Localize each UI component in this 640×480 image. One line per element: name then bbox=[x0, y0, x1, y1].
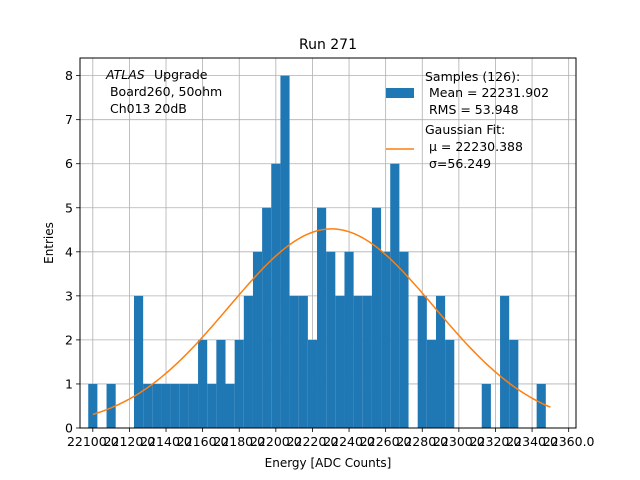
histogram-bar bbox=[152, 383, 162, 428]
chart-title: Run 271 bbox=[299, 37, 357, 53]
histogram-bar bbox=[161, 383, 171, 428]
legend-histogram-line-1: Samples (126): bbox=[425, 69, 520, 84]
annotation-line-3: Ch013 20dB bbox=[106, 101, 187, 116]
legend-histogram-line-2: Mean = 22231.902 bbox=[425, 85, 549, 100]
x-tick-label: 22280.0 bbox=[396, 434, 448, 449]
histogram-bar bbox=[344, 251, 354, 428]
x-tick-label: 22320.0 bbox=[470, 434, 522, 449]
histogram-bar bbox=[500, 295, 510, 428]
histogram-bar bbox=[481, 383, 491, 428]
histogram-bar bbox=[143, 383, 153, 428]
x-axis-ticks: 22100.022120.022140.022160.022180.022200… bbox=[67, 428, 595, 449]
histogram-bar bbox=[216, 339, 226, 428]
histogram-bars bbox=[88, 75, 546, 428]
annotation-line-2: Board260, 50ohm bbox=[106, 84, 222, 99]
legend-fit-line-2: μ = 22230.388 bbox=[425, 139, 523, 154]
histogram-bar bbox=[170, 383, 180, 428]
histogram-bar bbox=[390, 163, 400, 428]
x-tick-label: 22220.0 bbox=[287, 434, 339, 449]
x-tick-label: 22100.0 bbox=[67, 434, 119, 449]
histogram-bar bbox=[271, 163, 281, 428]
histogram-bar bbox=[445, 339, 455, 428]
y-tick-label: 1 bbox=[65, 376, 73, 391]
y-tick-label: 3 bbox=[65, 288, 73, 303]
x-tick-label: 22120.0 bbox=[104, 434, 156, 449]
x-tick-label: 22340.0 bbox=[506, 434, 558, 449]
legend: Samples (126): Mean = 22231.902 RMS = 53… bbox=[386, 69, 549, 171]
histogram-bar bbox=[362, 295, 372, 428]
y-axis-ticks: 0 1 2 3 4 5 6 7 8 bbox=[65, 68, 80, 436]
histogram-bar bbox=[106, 383, 116, 428]
histogram-bar bbox=[280, 75, 290, 428]
x-tick-label: 22300.0 bbox=[433, 434, 485, 449]
annotation-line-1-rest: Upgrade bbox=[154, 67, 208, 82]
histogram-bar bbox=[225, 383, 235, 428]
x-tick-label: 22360.0 bbox=[543, 434, 595, 449]
histogram-bar bbox=[417, 295, 427, 428]
x-tick-label: 22260.0 bbox=[360, 434, 412, 449]
x-tick-label: 22160.0 bbox=[177, 434, 229, 449]
y-axis-label: Entries bbox=[42, 222, 56, 264]
histogram-bar bbox=[326, 251, 336, 428]
run-annotation: ATLAS Upgrade Board260, 50ohm Ch013 20dB bbox=[105, 67, 222, 116]
histogram-bar bbox=[133, 295, 144, 428]
histogram-bar bbox=[188, 383, 199, 428]
histogram-bar bbox=[399, 251, 409, 428]
histogram-bar bbox=[179, 383, 189, 428]
histogram-bar bbox=[207, 383, 217, 428]
x-tick-label: 22180.0 bbox=[213, 434, 265, 449]
legend-histogram-swatch bbox=[386, 88, 414, 98]
x-tick-label: 22240.0 bbox=[323, 434, 375, 449]
x-axis-label: Energy [ADC Counts] bbox=[265, 456, 392, 470]
histogram-bar bbox=[262, 207, 272, 428]
axes-frame bbox=[79, 57, 577, 429]
y-tick-label: 8 bbox=[65, 68, 73, 83]
histogram-bar bbox=[426, 339, 436, 428]
gaussian-fit-line bbox=[92, 228, 551, 416]
legend-fit-line-3: σ=56.249 bbox=[425, 156, 491, 171]
histogram-bar bbox=[298, 295, 308, 428]
histogram-bar bbox=[335, 295, 345, 428]
histogram-bar bbox=[243, 295, 253, 428]
y-tick-label: 5 bbox=[65, 200, 73, 215]
histogram-bar bbox=[435, 295, 446, 428]
histogram-bar bbox=[88, 383, 98, 428]
histogram-bar bbox=[371, 207, 382, 428]
histogram-bar bbox=[353, 295, 363, 428]
histogram-bar bbox=[509, 339, 519, 428]
annotation-line-1: ATLAS bbox=[105, 67, 145, 82]
gaussian-fit bbox=[92, 228, 551, 416]
legend-fit-line-1: Gaussian Fit: bbox=[425, 122, 505, 137]
y-tick-label: 0 bbox=[65, 421, 73, 436]
histogram-bar bbox=[317, 207, 327, 428]
legend-histogram-line-3: RMS = 53.948 bbox=[425, 102, 519, 117]
x-tick-label: 22140.0 bbox=[140, 434, 192, 449]
x-tick-label: 22200.0 bbox=[250, 434, 302, 449]
y-tick-label: 7 bbox=[65, 112, 73, 127]
histogram-bar bbox=[252, 251, 263, 428]
y-tick-label: 2 bbox=[65, 332, 73, 347]
histogram-bar bbox=[289, 295, 299, 428]
y-tick-label: 4 bbox=[65, 244, 73, 259]
histogram-bar bbox=[234, 339, 244, 428]
histogram-bar bbox=[307, 339, 318, 428]
y-tick-label: 6 bbox=[65, 156, 73, 171]
histogram-bar bbox=[536, 383, 546, 428]
histogram-bar bbox=[381, 251, 391, 428]
histogram-bar bbox=[198, 339, 208, 428]
